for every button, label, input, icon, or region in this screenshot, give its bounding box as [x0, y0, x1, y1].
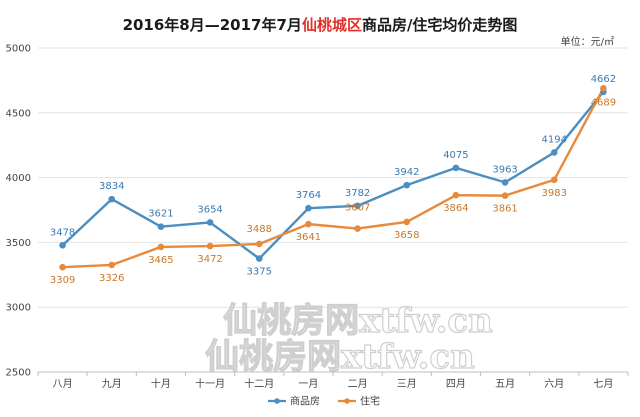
data-point: [157, 243, 165, 251]
x-tick-label: 八月: [53, 378, 73, 390]
x-tick-label: 十月: [151, 377, 171, 390]
data-label-series-2: 3309: [50, 275, 75, 286]
x-tick-label: 十一月: [195, 377, 225, 390]
title-suffix: 商品房/住宅均价走势图: [361, 16, 518, 34]
legend-swatch-marker: [344, 398, 350, 404]
data-label-series-2: 3641: [296, 232, 321, 243]
data-point: [305, 220, 312, 228]
data-point: [354, 202, 361, 210]
x-tick-label: 五月: [495, 378, 515, 390]
data-label-series-1: 3375: [247, 267, 272, 278]
data-point: [59, 263, 66, 271]
data-label-series-1: 4194: [542, 134, 567, 145]
x-tick-label: 三月: [397, 378, 417, 390]
title-highlight: 仙桃城区: [301, 16, 362, 34]
x-tick-label: 六月: [544, 378, 564, 390]
data-point: [600, 85, 607, 92]
data-label-series-1: 4075: [443, 150, 468, 161]
data-label-series-2: 3326: [99, 273, 124, 284]
x-tick-label: 九月: [102, 378, 122, 390]
data-label-series-2: 3861: [492, 204, 517, 215]
x-tick-label: 十二月: [244, 377, 274, 390]
data-point: [550, 176, 558, 184]
data-label-series-1: 3478: [50, 227, 75, 238]
data-point: [550, 149, 558, 156]
watermark: 仙桃房网xtfw.cn: [205, 337, 475, 377]
y-tick-label: 2500: [6, 368, 31, 379]
data-label-series-2: 3472: [197, 254, 222, 265]
series-line-2: [62, 87, 605, 269]
x-tick-label: 四月: [446, 378, 466, 390]
legend-label: 商品房: [290, 395, 320, 408]
data-point: [305, 204, 312, 212]
data-label-series-1: 3942: [394, 167, 419, 178]
data-point: [108, 195, 116, 203]
chart-title: 2016年8月—2017年7月仙桃城区商品房/住宅均价走势图: [0, 14, 640, 35]
data-label-series-2: 3488: [247, 224, 272, 235]
data-label-series-2: 4689: [591, 97, 616, 108]
data-point: [452, 191, 460, 199]
data-point: [501, 179, 509, 186]
series-line-1: [61, 91, 605, 260]
data-label-series-1: 3963: [492, 164, 517, 175]
legend-swatch-marker: [274, 398, 280, 404]
watermark: 仙桃房网xtfw.cn: [223, 301, 493, 341]
data-point: [501, 192, 509, 199]
data-point: [452, 164, 460, 172]
data-point: [206, 242, 214, 250]
y-tick-label: 4500: [6, 108, 31, 119]
data-point: [255, 255, 263, 262]
data-point: [59, 241, 66, 249]
data-point: [403, 181, 411, 189]
legend-label: 住宅: [360, 395, 380, 408]
data-label-series-2: 3658: [394, 230, 419, 241]
y-tick-label: 4000: [6, 173, 31, 184]
title-prefix: 2016年8月—2017年7月: [122, 16, 302, 34]
data-point: [206, 219, 214, 226]
data-label-series-1: 3782: [345, 188, 370, 199]
data-label-series-2: 3983: [542, 188, 567, 199]
y-tick-label: 3000: [6, 303, 31, 314]
data-point: [403, 218, 411, 226]
x-tick-label: 一月: [298, 378, 318, 390]
x-tick-label: 七月: [593, 378, 613, 390]
x-tick-label: 二月: [348, 378, 368, 390]
data-point: [108, 261, 116, 269]
data-label-series-1: 3834: [99, 181, 124, 192]
data-label-series-2: 3607: [345, 203, 370, 214]
data-label-series-1: 3764: [296, 190, 321, 201]
unit-label: 单位：元/㎡: [560, 37, 614, 48]
data-point: [354, 225, 361, 232]
y-tick-label: 5000: [6, 44, 31, 55]
data-label-series-2: 3864: [443, 203, 468, 214]
data-label-series-1: 3654: [197, 204, 222, 215]
data-point: [255, 240, 263, 248]
data-label-series-1: 4662: [591, 74, 616, 85]
data-point: [157, 223, 165, 231]
y-tick-label: 3500: [6, 238, 31, 249]
data-label-series-2: 3465: [148, 255, 173, 266]
data-label-series-1: 3621: [148, 209, 173, 220]
